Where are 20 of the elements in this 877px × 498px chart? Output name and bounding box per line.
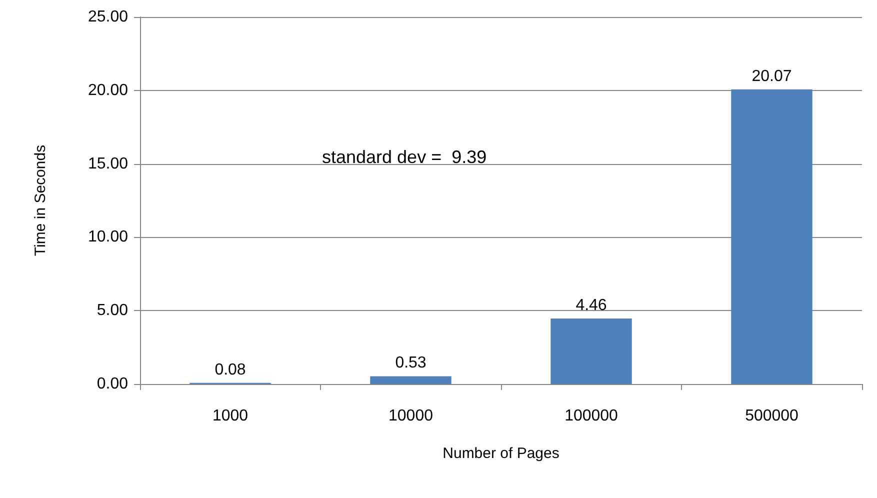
- bar: [550, 318, 632, 384]
- y-tick-label: 0.00: [96, 376, 128, 392]
- x-tick-label: 1000: [212, 408, 248, 424]
- y-tick-label: 10.00: [88, 228, 128, 246]
- data-label: 0.08: [214, 361, 246, 378]
- data-label: 20.07: [752, 68, 792, 85]
- x-axis-title: Number of Pages: [442, 445, 560, 462]
- data-label: 0.53: [395, 354, 426, 372]
- bar: [370, 376, 452, 384]
- x-tick-label: 100000: [564, 408, 618, 424]
- annotation: standard dev = 9.39: [322, 147, 487, 167]
- x-tick-label: 10000: [388, 408, 434, 424]
- y-tick-label: 20.00: [88, 82, 128, 99]
- y-tick-label: 25.00: [88, 8, 128, 26]
- y-tick-label: 5.00: [96, 302, 128, 320]
- bar: [731, 89, 812, 384]
- y-tick-label: 15.00: [88, 155, 128, 172]
- data-label: 4.46: [576, 297, 607, 314]
- y-axis-title: Time in Seconds: [32, 144, 49, 256]
- x-tick-label: 500000: [745, 408, 799, 424]
